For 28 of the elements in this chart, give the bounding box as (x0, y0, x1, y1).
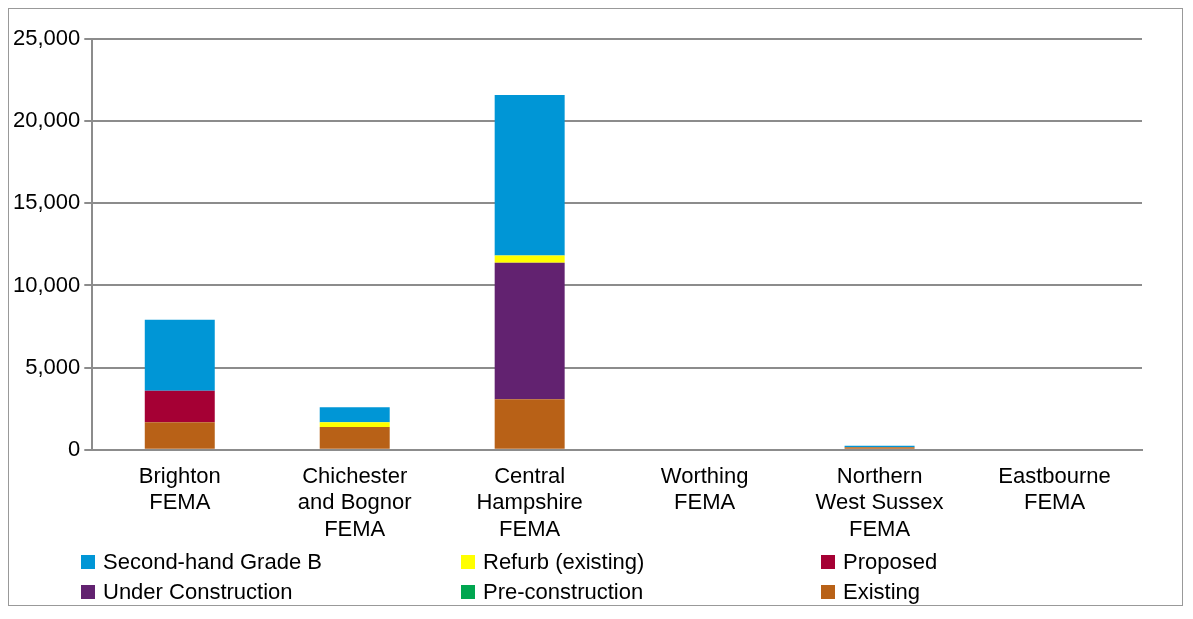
legend-label: Second-hand Grade B (103, 549, 322, 575)
y-tick-label: 15,000 (12, 189, 81, 215)
x-tick-label: Chichester and Bognor FEMA (297, 463, 412, 541)
legend-label: Existing (843, 579, 921, 605)
x-tick-label: Northern West Sussex FEMA (815, 463, 944, 541)
y-tick-label: 25,000 (12, 25, 81, 51)
legend-label: Under Construction (103, 579, 293, 605)
x-tick-label: Eastbourne FEMA (998, 463, 1111, 515)
legend-label: Proposed (843, 549, 938, 575)
bar (144, 390, 215, 423)
bar (319, 422, 390, 428)
bar (319, 407, 390, 423)
y-tick-label: 0 (68, 435, 81, 461)
x-tick-label: Brighton FEMA (138, 463, 221, 515)
x-tick-label: Central Hampshire FEMA (476, 463, 583, 541)
y-tick-label: 5,000 (25, 353, 81, 379)
legend-label: Pre-construction (483, 579, 644, 605)
legend-label: Refurb (existing) (483, 549, 645, 575)
bar (494, 255, 565, 263)
bar (494, 262, 565, 400)
bar (144, 422, 215, 449)
bar (494, 95, 565, 256)
y-tick-label: 20,000 (12, 107, 81, 133)
bar (494, 399, 565, 449)
bar (144, 319, 215, 391)
x-tick-label: Worthing FEMA (660, 463, 749, 515)
bar (319, 427, 390, 449)
y-tick-label: 10,000 (12, 271, 81, 297)
